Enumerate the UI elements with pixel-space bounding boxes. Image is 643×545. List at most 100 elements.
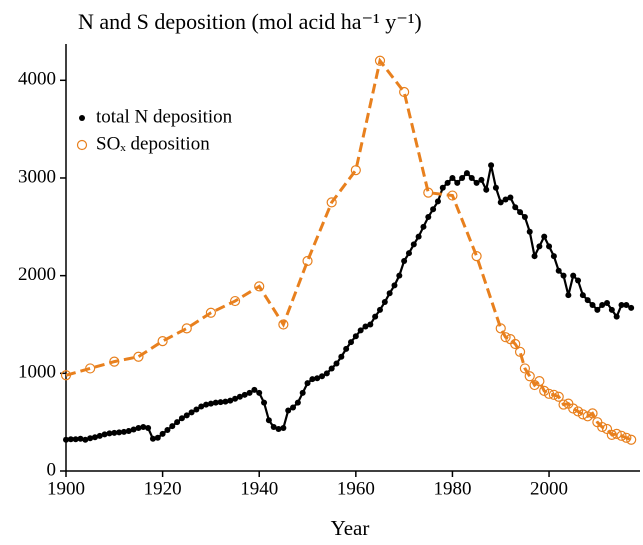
x-tick-label: 2000	[530, 478, 568, 499]
data-point	[130, 426, 137, 433]
data-point	[232, 395, 239, 402]
x-axis-label: Year	[331, 516, 370, 540]
data-point	[212, 399, 219, 406]
data-point	[328, 365, 335, 372]
data-point	[447, 190, 458, 201]
data-point	[628, 304, 635, 311]
data-point	[270, 424, 277, 431]
data-point	[183, 412, 190, 419]
data-point	[502, 196, 509, 203]
data-point	[299, 389, 306, 396]
data-point	[236, 393, 243, 400]
data-point	[343, 345, 350, 352]
data-point	[471, 251, 482, 262]
data-point	[290, 404, 297, 411]
data-point	[178, 415, 185, 422]
data-point	[512, 204, 519, 211]
x-tick-label: 1920	[144, 478, 182, 499]
data-point	[302, 255, 313, 267]
data-point	[67, 436, 74, 443]
data-point	[367, 321, 374, 328]
data-point	[106, 430, 113, 437]
data-point	[157, 335, 168, 347]
data-point	[376, 306, 383, 313]
y-tick-label: 2000	[18, 264, 56, 285]
data-point	[519, 363, 530, 374]
data-point	[326, 197, 337, 208]
data-point	[254, 281, 265, 292]
data-point	[261, 399, 268, 406]
data-point	[507, 194, 514, 201]
data-point	[584, 297, 591, 304]
data-point	[401, 258, 408, 264]
data-point	[278, 319, 289, 330]
data-point	[319, 373, 326, 380]
x-tick-label: 1960	[337, 478, 375, 499]
chart-title: N and S deposition (mol acid ha⁻¹ y⁻¹)	[78, 9, 422, 34]
data-point	[550, 253, 557, 260]
data-point	[111, 429, 118, 436]
data-point	[611, 428, 622, 439]
data-point	[323, 370, 330, 377]
data-point	[280, 425, 287, 432]
data-point	[541, 233, 548, 240]
data-point	[314, 375, 321, 382]
data-point	[560, 272, 567, 279]
data-point	[488, 162, 495, 169]
data-point	[256, 389, 263, 396]
data-point	[159, 430, 166, 437]
data-point	[548, 389, 559, 400]
data-point	[72, 436, 79, 443]
data-point	[492, 184, 499, 191]
data-point	[514, 346, 526, 357]
data-point	[495, 323, 506, 334]
data-point	[430, 206, 437, 213]
data-point	[604, 300, 611, 306]
data-point	[483, 186, 490, 193]
data-point	[217, 399, 224, 406]
data-point	[449, 174, 456, 181]
data-point	[85, 363, 96, 374]
data-point	[207, 400, 214, 407]
data-point	[396, 272, 403, 279]
x-tick-label: 1900	[47, 478, 85, 499]
data-point	[203, 401, 210, 408]
data-point	[546, 243, 553, 250]
data-point	[246, 389, 253, 396]
data-point	[96, 432, 103, 439]
data-point	[510, 338, 521, 350]
data-point	[352, 333, 359, 340]
y-tick-label: 4000	[18, 69, 56, 90]
data-point	[543, 388, 555, 399]
data-point	[608, 306, 615, 313]
data-point	[241, 391, 248, 398]
data-point	[434, 198, 441, 205]
data-point	[594, 306, 601, 313]
data-point	[251, 386, 258, 393]
data-point	[579, 292, 586, 299]
data-point	[623, 301, 630, 308]
data-point	[521, 214, 528, 221]
data-point	[599, 301, 606, 308]
data-point	[154, 434, 161, 441]
data-point	[454, 179, 461, 186]
data-point	[87, 435, 94, 442]
data-point	[372, 313, 379, 320]
data-point	[125, 427, 132, 434]
data-point	[145, 425, 152, 432]
data-point	[357, 327, 364, 334]
legend-marker	[76, 139, 88, 151]
data-point	[473, 179, 480, 186]
data-point	[534, 376, 545, 387]
legend-marker	[79, 115, 85, 121]
data-point	[536, 243, 543, 250]
data-point	[133, 351, 144, 362]
data-point	[63, 436, 69, 443]
y-tick-label: 3000	[18, 166, 56, 187]
data-point	[275, 426, 282, 432]
data-point	[497, 199, 504, 206]
data-point	[410, 241, 417, 248]
data-point	[444, 179, 451, 186]
data-point	[618, 301, 625, 308]
data-point	[101, 431, 108, 438]
